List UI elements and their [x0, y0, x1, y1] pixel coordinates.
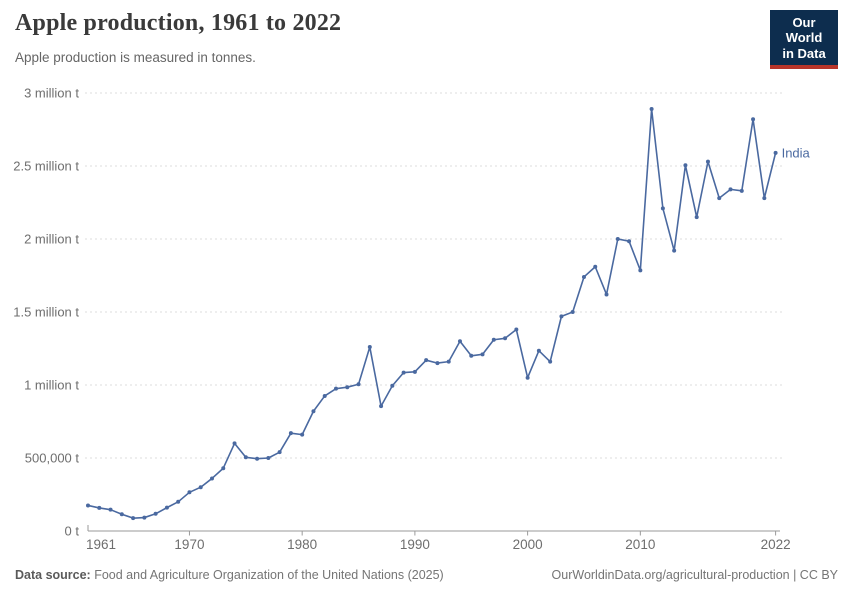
data-point[interactable]: [446, 359, 451, 364]
data-point[interactable]: [345, 385, 350, 390]
y-tick-label: 0 t: [65, 524, 80, 539]
data-line[interactable]: [87, 108, 777, 519]
x-tick-label: 1980: [287, 537, 317, 552]
data-point[interactable]: [491, 337, 496, 342]
data-point[interactable]: [615, 237, 620, 241]
data-point[interactable]: [401, 370, 406, 375]
data-point[interactable]: [232, 441, 237, 446]
data-point[interactable]: [627, 239, 632, 244]
data-point[interactable]: [86, 503, 90, 508]
x-tick-label: 1970: [174, 537, 204, 552]
data-point[interactable]: [660, 206, 665, 211]
data-point[interactable]: [751, 117, 756, 122]
data-point[interactable]: [131, 516, 136, 521]
x-tick-label: 2000: [513, 537, 543, 552]
data-point[interactable]: [243, 455, 248, 460]
data-point[interactable]: [762, 196, 767, 201]
data-point[interactable]: [705, 159, 710, 164]
data-point[interactable]: [322, 393, 327, 398]
data-point[interactable]: [672, 248, 677, 253]
data-point[interactable]: [153, 511, 158, 516]
owid-logo-line2: in Data: [782, 45, 826, 61]
data-point[interactable]: [559, 314, 564, 319]
data-point[interactable]: [581, 274, 586, 279]
x-tick-label: 1990: [400, 537, 430, 552]
data-point[interactable]: [728, 187, 733, 192]
y-tick-label: 2.5 million t: [13, 159, 79, 174]
data-source-label: Data source:: [15, 568, 91, 582]
data-point[interactable]: [311, 409, 316, 414]
data-point[interactable]: [649, 107, 654, 112]
data-point[interactable]: [525, 375, 530, 380]
data-point[interactable]: [367, 345, 372, 350]
data-point[interactable]: [379, 404, 384, 409]
data-point[interactable]: [424, 358, 429, 363]
x-tick-label: 2010: [625, 537, 655, 552]
data-point[interactable]: [773, 150, 778, 155]
footer-link[interactable]: OurWorldinData.org/agricultural-producti…: [551, 568, 838, 582]
y-tick-label: 1 million t: [24, 378, 79, 393]
data-point[interactable]: [457, 339, 462, 344]
series-label-india[interactable]: India: [782, 145, 811, 160]
data-point[interactable]: [683, 163, 688, 168]
data-point[interactable]: [570, 310, 575, 314]
y-tick-label: 500,000 t: [25, 451, 80, 466]
data-point[interactable]: [694, 215, 699, 220]
data-point[interactable]: [176, 499, 181, 504]
data-point[interactable]: [108, 507, 113, 512]
chart-title: Apple production, 1961 to 2022: [15, 10, 342, 36]
data-source-note: Data source: Food and Agriculture Organi…: [15, 568, 444, 582]
owid-logo[interactable]: Our World in Data: [770, 10, 838, 69]
data-point[interactable]: [209, 476, 214, 481]
data-point[interactable]: [187, 490, 192, 495]
data-source-text: Food and Agriculture Organization of the…: [90, 568, 444, 582]
data-point[interactable]: [469, 353, 474, 358]
data-point[interactable]: [333, 386, 338, 391]
data-point[interactable]: [480, 352, 485, 357]
data-point[interactable]: [300, 432, 305, 437]
data-point[interactable]: [356, 382, 361, 387]
chart-subtitle: Apple production is measured in tonnes.: [15, 50, 256, 65]
data-point[interactable]: [638, 268, 643, 273]
y-tick-label: 1.5 million t: [13, 305, 79, 320]
data-point[interactable]: [604, 292, 609, 297]
data-point[interactable]: [221, 466, 226, 471]
data-point[interactable]: [198, 485, 203, 490]
data-point[interactable]: [503, 336, 508, 341]
data-point[interactable]: [514, 327, 519, 332]
y-tick-label: 3 million t: [24, 86, 79, 101]
data-point[interactable]: [97, 505, 102, 510]
data-point[interactable]: [536, 348, 541, 353]
data-point[interactable]: [164, 505, 169, 510]
y-tick-label: 2 million t: [24, 232, 79, 247]
data-point[interactable]: [435, 361, 440, 366]
data-point[interactable]: [266, 456, 271, 460]
data-point[interactable]: [717, 196, 722, 201]
chart-footer: Data source: Food and Agriculture Organi…: [15, 568, 838, 582]
data-point[interactable]: [288, 431, 293, 436]
data-point[interactable]: [739, 188, 744, 193]
owid-logo-line1: Our World: [785, 15, 823, 46]
data-point[interactable]: [119, 512, 124, 517]
data-point[interactable]: [142, 515, 147, 520]
data-point[interactable]: [277, 450, 282, 455]
data-point[interactable]: [390, 383, 395, 388]
data-point[interactable]: [548, 359, 553, 364]
data-point[interactable]: [593, 264, 598, 269]
data-point[interactable]: [255, 456, 260, 461]
data-point[interactable]: [412, 369, 417, 374]
x-tick-label: 2022: [761, 537, 791, 552]
x-tick-label: 1961: [86, 537, 116, 552]
